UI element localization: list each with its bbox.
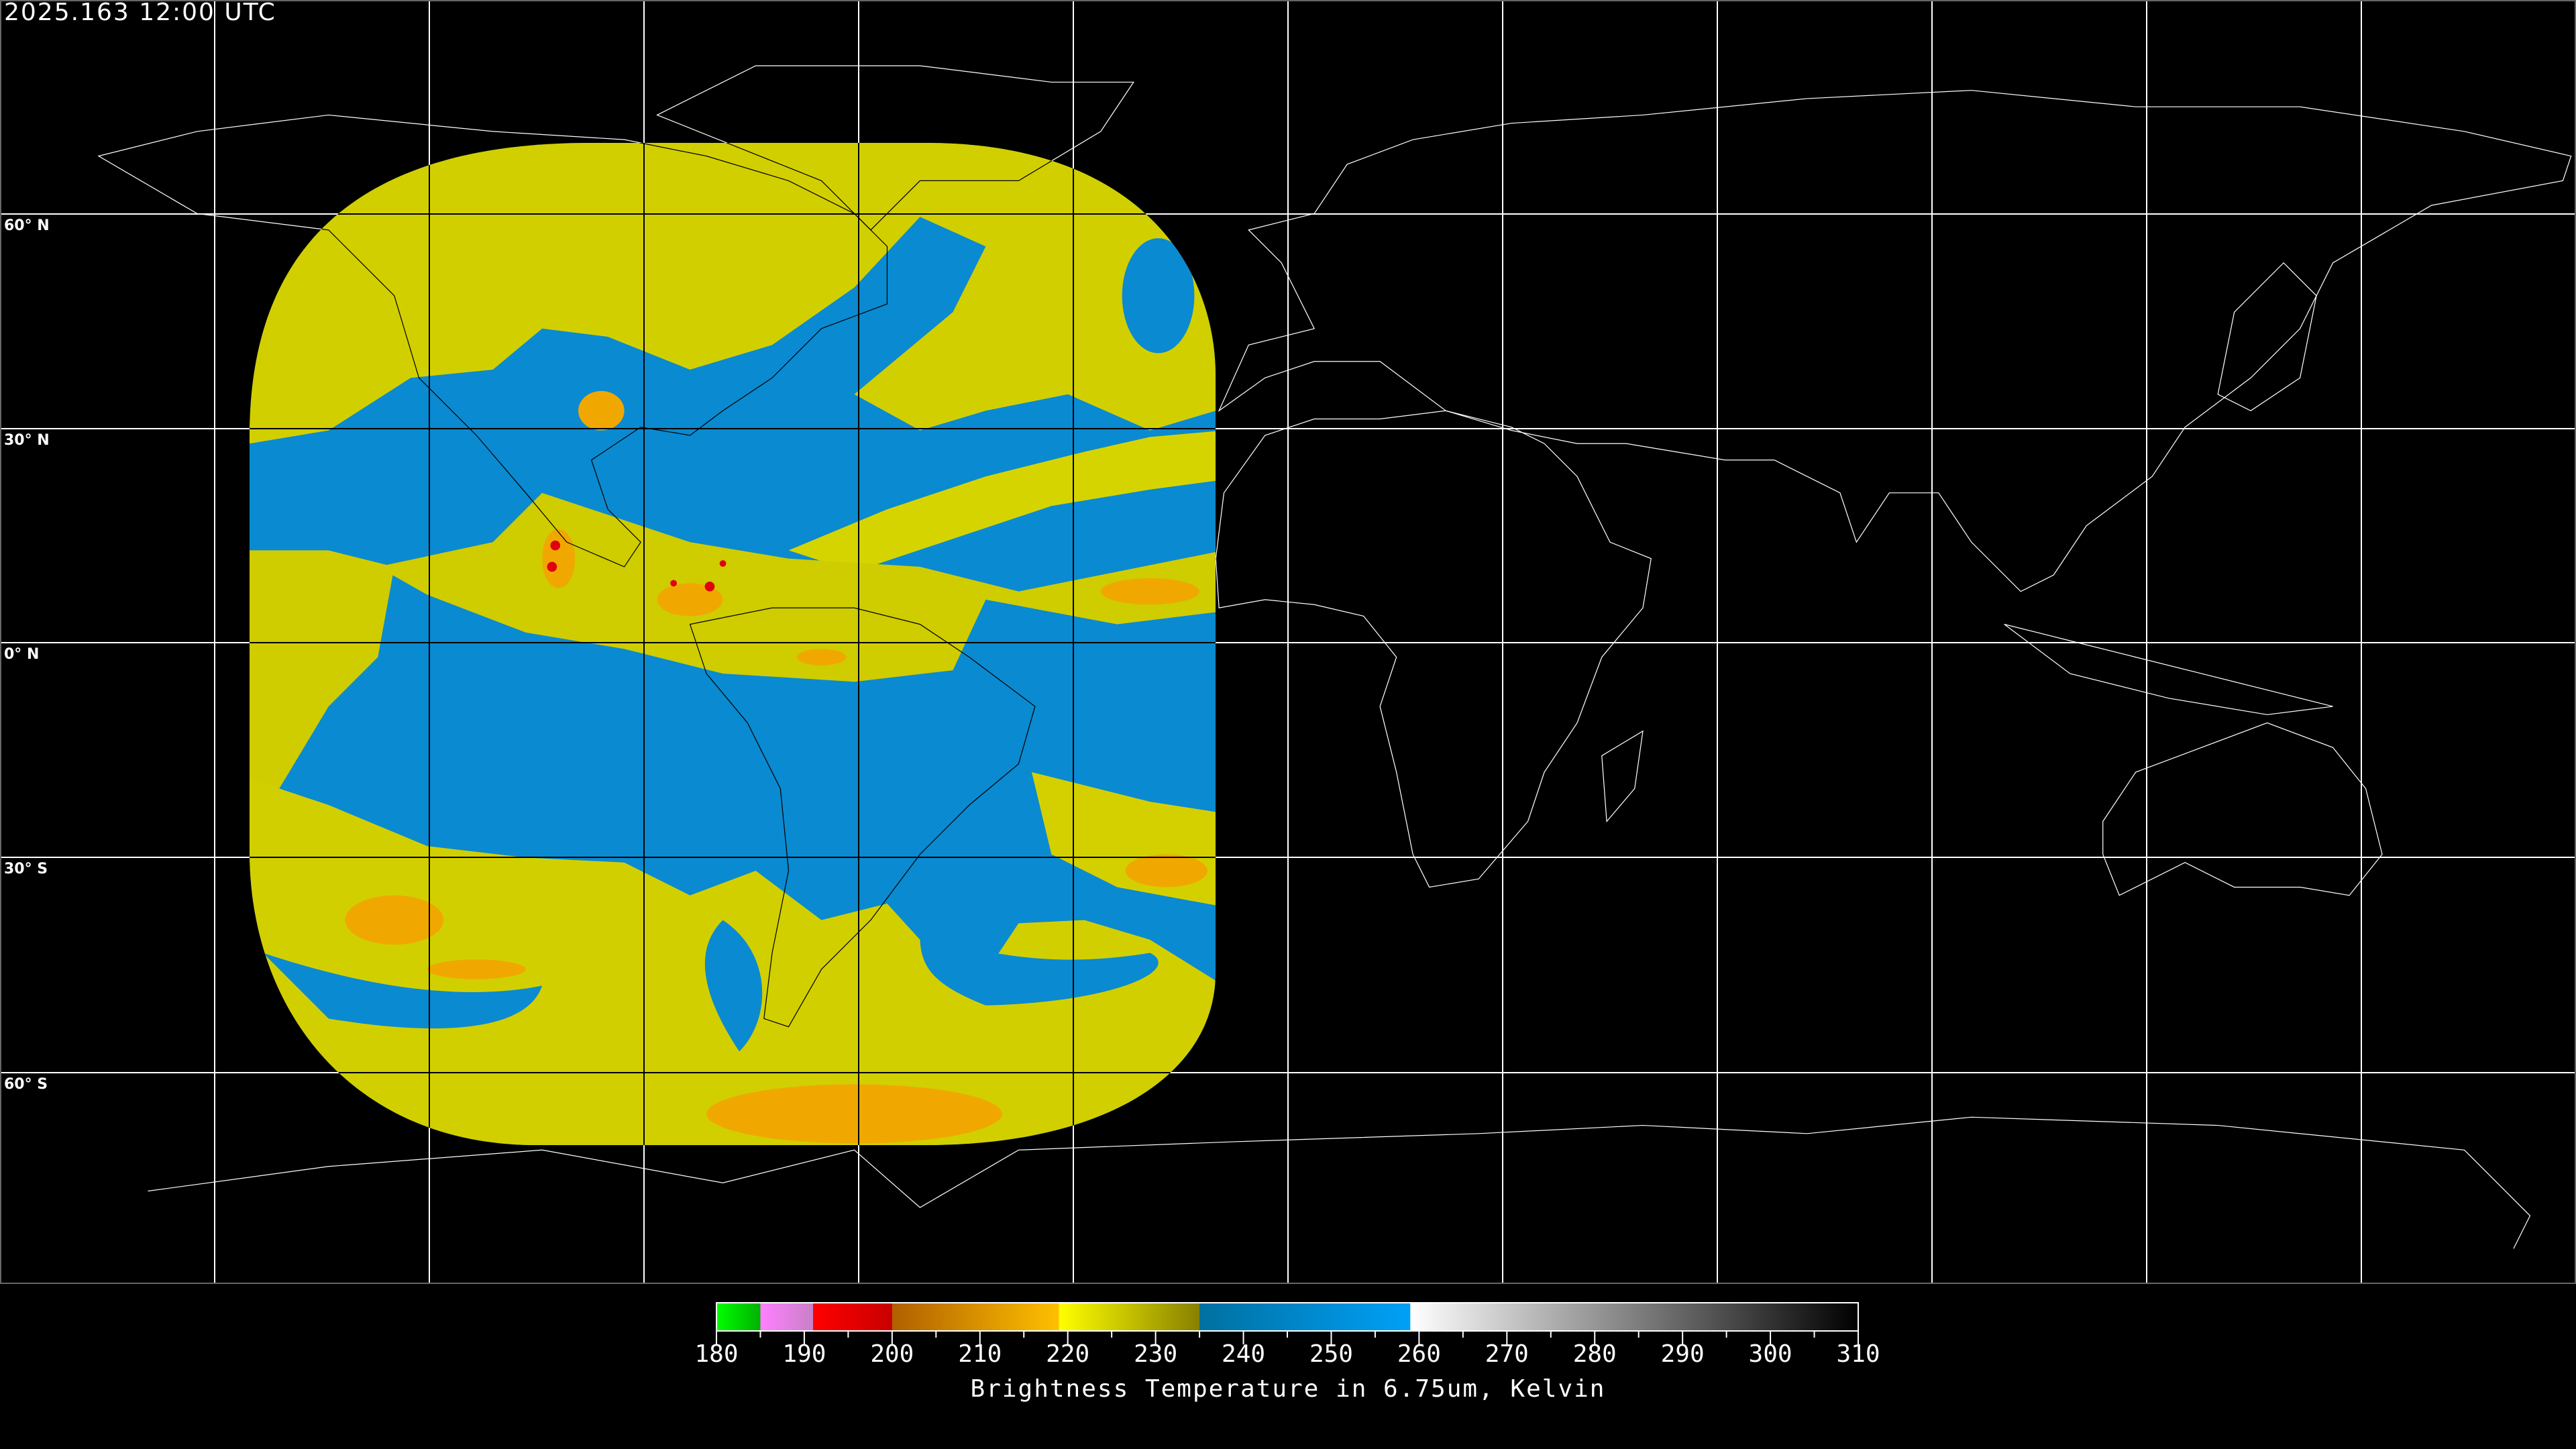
- colorbar-tick-label: 250: [1309, 1340, 1353, 1368]
- colorbar-title: Brightness Temperature in 6.75um, Kelvin: [970, 1375, 1606, 1403]
- colorbar-segment: [892, 1303, 1060, 1331]
- moisture-north: [250, 143, 1216, 444]
- colorbar-tick-label: 290: [1660, 1340, 1705, 1368]
- colorbar-segment: [1410, 1303, 1859, 1331]
- colorbar-segment: [1059, 1303, 1200, 1331]
- colorbar-tick-label: 190: [782, 1340, 826, 1368]
- colorbar-segment: [1199, 1303, 1411, 1331]
- colorbar-tick-label: 270: [1485, 1340, 1529, 1368]
- colorbar-tick-label: 310: [1836, 1340, 1880, 1368]
- colorbar-segment: [760, 1303, 814, 1331]
- colorbar-tick-label: 260: [1397, 1340, 1441, 1368]
- colorbar-segment: [813, 1303, 893, 1331]
- colorbar-tick-label: 200: [870, 1340, 914, 1368]
- moisture-subtropical-band: [788, 430, 1216, 572]
- colorbar-segment: [716, 1303, 761, 1331]
- timestamp-title: 2025.163 12:00 UTC: [4, 0, 276, 26]
- convective-cores: [547, 540, 727, 592]
- colorbar-tick-label: 280: [1572, 1340, 1617, 1368]
- lat-label-30s: 30° S: [4, 861, 48, 877]
- colorbar-tick-label: 210: [958, 1340, 1002, 1368]
- colorbar-tick-label: 180: [694, 1340, 739, 1368]
- satellite-image: [250, 143, 1216, 1145]
- lat-label-60n: 60° N: [4, 217, 50, 234]
- colorbar-tick-label: 230: [1134, 1340, 1178, 1368]
- moisture-tropics: [378, 492, 1216, 682]
- colorbar-tick-label: 300: [1748, 1340, 1792, 1368]
- lat-label-30n: 30° N: [4, 432, 50, 449]
- colorbar-tick-label: 240: [1222, 1340, 1266, 1368]
- map-frame: [0, 0, 2576, 1284]
- cold-cloud-tops: [345, 390, 1208, 1144]
- lat-label-0n: 0° N: [4, 646, 40, 663]
- colorbar-tick-label: 220: [1046, 1340, 1090, 1368]
- colorbar: [716, 1302, 1859, 1344]
- lat-label-60s: 60° S: [4, 1076, 48, 1093]
